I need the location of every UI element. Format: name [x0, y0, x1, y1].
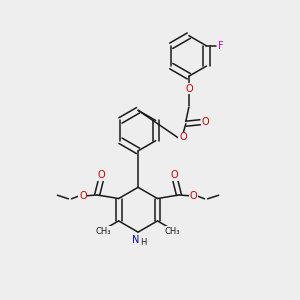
- Text: O: O: [190, 191, 197, 201]
- Text: O: O: [202, 117, 209, 127]
- Text: O: O: [98, 170, 106, 180]
- Text: H: H: [140, 238, 147, 247]
- Text: F: F: [218, 41, 224, 51]
- Text: CH₃: CH₃: [165, 226, 180, 236]
- Text: O: O: [179, 132, 187, 142]
- Text: CH₃: CH₃: [96, 226, 112, 236]
- Text: O: O: [185, 84, 193, 94]
- Text: N: N: [132, 236, 140, 245]
- Text: O: O: [79, 191, 87, 201]
- Text: O: O: [171, 170, 178, 180]
